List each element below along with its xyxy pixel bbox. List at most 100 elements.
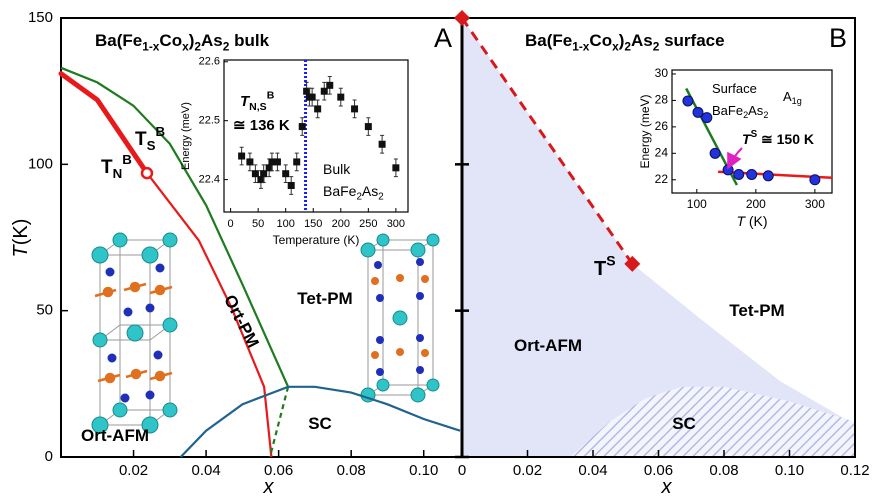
text-part: 1-x <box>572 40 590 54</box>
line <box>268 386 290 458</box>
y-tick-label: 26 <box>655 119 669 133</box>
line-thick-part <box>58 71 150 176</box>
text-part: 2 <box>743 111 748 121</box>
text-part: Ba(Fe <box>525 31 572 50</box>
phase-label: Ort-PM <box>220 292 263 351</box>
marker <box>454 10 470 26</box>
phase-label: SC <box>308 414 332 433</box>
point <box>273 158 281 166</box>
point <box>364 123 372 131</box>
y-axis-label: Energy (meV) <box>180 102 192 170</box>
text-part: ≅ 136 K <box>233 117 290 134</box>
text-part: SC <box>672 414 696 433</box>
x-tick-label: 100 <box>277 218 295 230</box>
text-part: Surface <box>712 81 757 96</box>
panel-title: Ba(Fe1-xCox)2As2 bulk <box>95 31 270 53</box>
point <box>303 87 311 95</box>
point <box>733 168 745 180</box>
series-label: TNB <box>101 152 132 181</box>
text-part: Ort-AFM <box>81 426 149 445</box>
inset-label: A1g <box>783 89 802 106</box>
panel-title: Ba(Fe1-xCox)2As2 surface <box>525 31 725 53</box>
inset-label: BaFe2As2 <box>712 103 768 120</box>
crystal-ortho <box>91 232 178 434</box>
y-tick-label: 22 <box>655 172 669 186</box>
inset-label: Bulk <box>323 161 351 177</box>
x-axis-label: T (K) <box>736 213 767 229</box>
x-axis-label: x <box>661 476 673 498</box>
text-part: T <box>742 131 752 147</box>
text-part: T <box>594 258 606 280</box>
text-part: SC <box>308 414 332 433</box>
x-tick-label: 300 <box>805 197 825 211</box>
x-tick-label: 0.12 <box>840 462 869 479</box>
point <box>265 164 273 172</box>
text-part: As <box>748 103 764 118</box>
text-part: T <box>135 129 147 150</box>
point <box>257 176 265 184</box>
text-part: Ba(Fe <box>95 31 142 50</box>
x-tick-label: 200 <box>746 197 766 211</box>
point <box>692 106 704 118</box>
text-part: ) <box>619 31 625 50</box>
phase-label: Tet-PM <box>729 301 784 320</box>
text-part: BaFe <box>712 103 743 118</box>
text-part: S <box>147 138 156 153</box>
y-tick-label: 28 <box>655 93 669 107</box>
text-part: ≅ 150 K <box>757 131 814 147</box>
phase-label: Tet-PM <box>297 289 352 308</box>
point <box>326 81 334 89</box>
text-part: Ort-AFM <box>514 336 582 355</box>
x-tick-label: 0 <box>228 218 234 230</box>
y-tick-label: 22.5 <box>199 115 220 127</box>
text-part: T <box>240 93 251 110</box>
y-tick-label: 24 <box>655 145 669 159</box>
x-tick-label: 0.10 <box>775 462 804 479</box>
point <box>293 158 301 166</box>
text-part: B <box>155 124 165 139</box>
inset-label: BaFe2As2 <box>323 183 384 202</box>
x-tick-label: 100 <box>687 197 707 211</box>
y-tick-label: 150 <box>28 9 53 26</box>
crystal-tetra <box>360 233 440 403</box>
text-part: T <box>101 157 113 178</box>
x-tick-label: 0.08 <box>709 462 738 479</box>
x-tick-label: 50 <box>252 218 264 230</box>
point <box>378 140 386 148</box>
text-part: Tet-PM <box>729 301 784 320</box>
x-tick-label: 0.06 <box>644 462 673 479</box>
x-tick-label: 0.04 <box>191 462 220 479</box>
text-part: 2 <box>356 191 361 202</box>
x-tick-label: 0.02 <box>513 462 542 479</box>
x-tick-label: 150 <box>304 218 322 230</box>
point <box>298 123 306 131</box>
point <box>260 170 268 178</box>
text-part: 1-x <box>142 40 160 54</box>
point <box>746 168 758 180</box>
point <box>308 93 316 101</box>
text-part: ) <box>189 31 195 50</box>
point <box>392 164 400 172</box>
text-part: Co <box>589 31 612 50</box>
text-part: 2 <box>624 40 631 54</box>
x-tick-label: 300 <box>387 218 405 230</box>
phase-label: Ort-AFM <box>81 426 149 445</box>
text-part: As <box>362 183 378 199</box>
x-tick-label: 0.08 <box>337 462 366 479</box>
text-part: x <box>263 476 275 498</box>
text-part: T <box>10 243 32 257</box>
y-tick-label: 22.4 <box>199 174 220 186</box>
point <box>337 93 345 101</box>
text-part: 2 <box>378 191 383 202</box>
series-label: TS <box>594 252 616 280</box>
plot-layer: 0.02 0.04 0.06 0.08 0.10050100150xT(K)Ba(Fe1… <box>10 9 869 498</box>
point <box>251 170 259 178</box>
text-part: x <box>661 476 673 498</box>
inset-label: Surface <box>712 81 757 96</box>
series-label: TSB <box>135 124 165 153</box>
inset-frame <box>223 59 409 213</box>
y-tick-label: 100 <box>28 155 53 172</box>
text-part: 1g <box>792 97 802 107</box>
marker <box>624 255 641 272</box>
